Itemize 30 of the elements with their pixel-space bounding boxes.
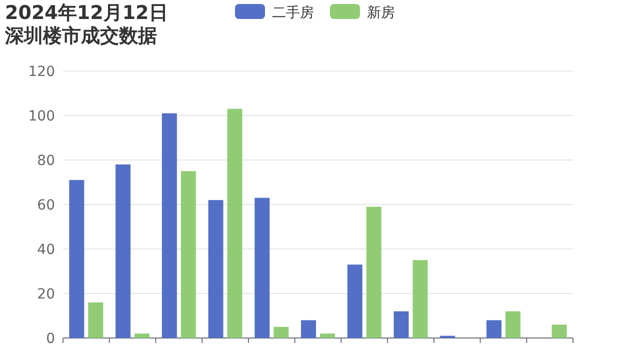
bar: [88, 302, 104, 338]
bar: [134, 334, 150, 338]
y-tick-label: 0: [46, 331, 55, 347]
bar: [505, 311, 520, 338]
legend-label: 新房: [367, 5, 395, 21]
bar: [274, 326, 289, 338]
bar: [180, 171, 196, 338]
y-tick-label: 100: [28, 108, 55, 124]
chart-title: 2024年12月12日: [5, 2, 168, 24]
bar: [254, 198, 270, 338]
y-tick-label: 120: [28, 64, 55, 80]
bar: [347, 264, 362, 338]
y-tick-label: 80: [37, 153, 55, 169]
bar: [208, 200, 224, 338]
bar: [412, 260, 428, 338]
bar: [394, 311, 409, 338]
bar: [301, 320, 316, 338]
bar: [69, 180, 84, 338]
legend-label: 二手房: [272, 5, 314, 21]
y-tick-label: 20: [37, 286, 55, 302]
bar: [320, 334, 335, 338]
chart-subtitle: 深圳楼市成交数据: [4, 25, 157, 47]
bar: [116, 164, 131, 338]
bar: [366, 206, 382, 338]
bar: [486, 320, 502, 338]
bar: [162, 113, 177, 338]
y-tick-label: 40: [37, 242, 55, 258]
y-tick-label: 60: [37, 198, 55, 214]
bar: [227, 108, 242, 338]
bar: [552, 324, 567, 338]
